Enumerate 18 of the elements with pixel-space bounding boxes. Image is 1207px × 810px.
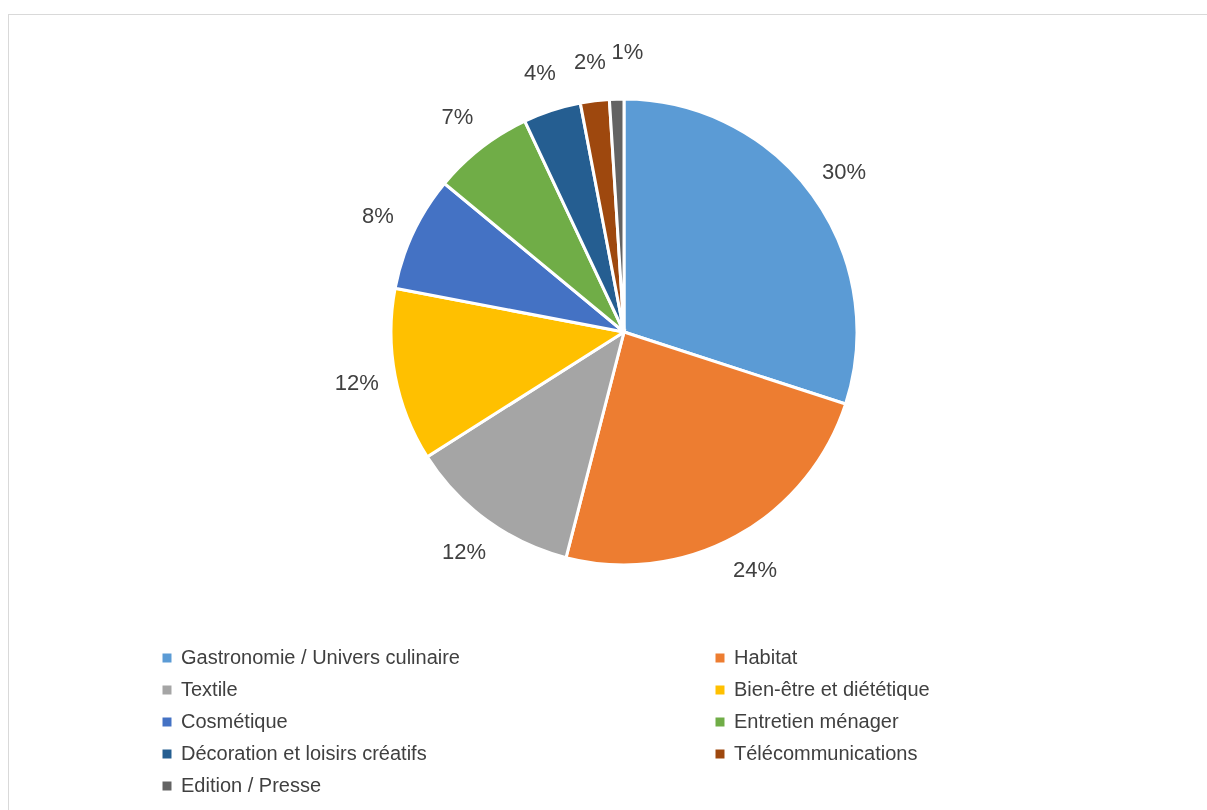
data-label: 30% bbox=[822, 159, 867, 185]
legend-label: Entretien ménager bbox=[734, 710, 899, 732]
legend-label: Habitat bbox=[734, 646, 798, 668]
data-label: 12% bbox=[334, 369, 379, 395]
data-label: 2% bbox=[574, 49, 606, 75]
legend-label: Textile bbox=[181, 678, 238, 700]
legend-label: Gastronomie / Univers culinaire bbox=[181, 646, 460, 668]
legend-label: Décoration et loisirs créatifs bbox=[181, 742, 427, 764]
data-label: 24% bbox=[733, 557, 778, 583]
data-label: 4% bbox=[524, 60, 556, 86]
legend-label: Cosmétique bbox=[181, 710, 288, 732]
legend-label: Bien-être et diététique bbox=[734, 678, 930, 700]
data-label: 12% bbox=[442, 539, 487, 565]
data-label: 8% bbox=[361, 203, 394, 229]
legend-label: Télécommunications bbox=[734, 742, 918, 764]
data-label: 7% bbox=[441, 104, 474, 130]
legend-label: Edition / Presse bbox=[181, 774, 322, 796]
data-label: 1% bbox=[611, 39, 644, 65]
